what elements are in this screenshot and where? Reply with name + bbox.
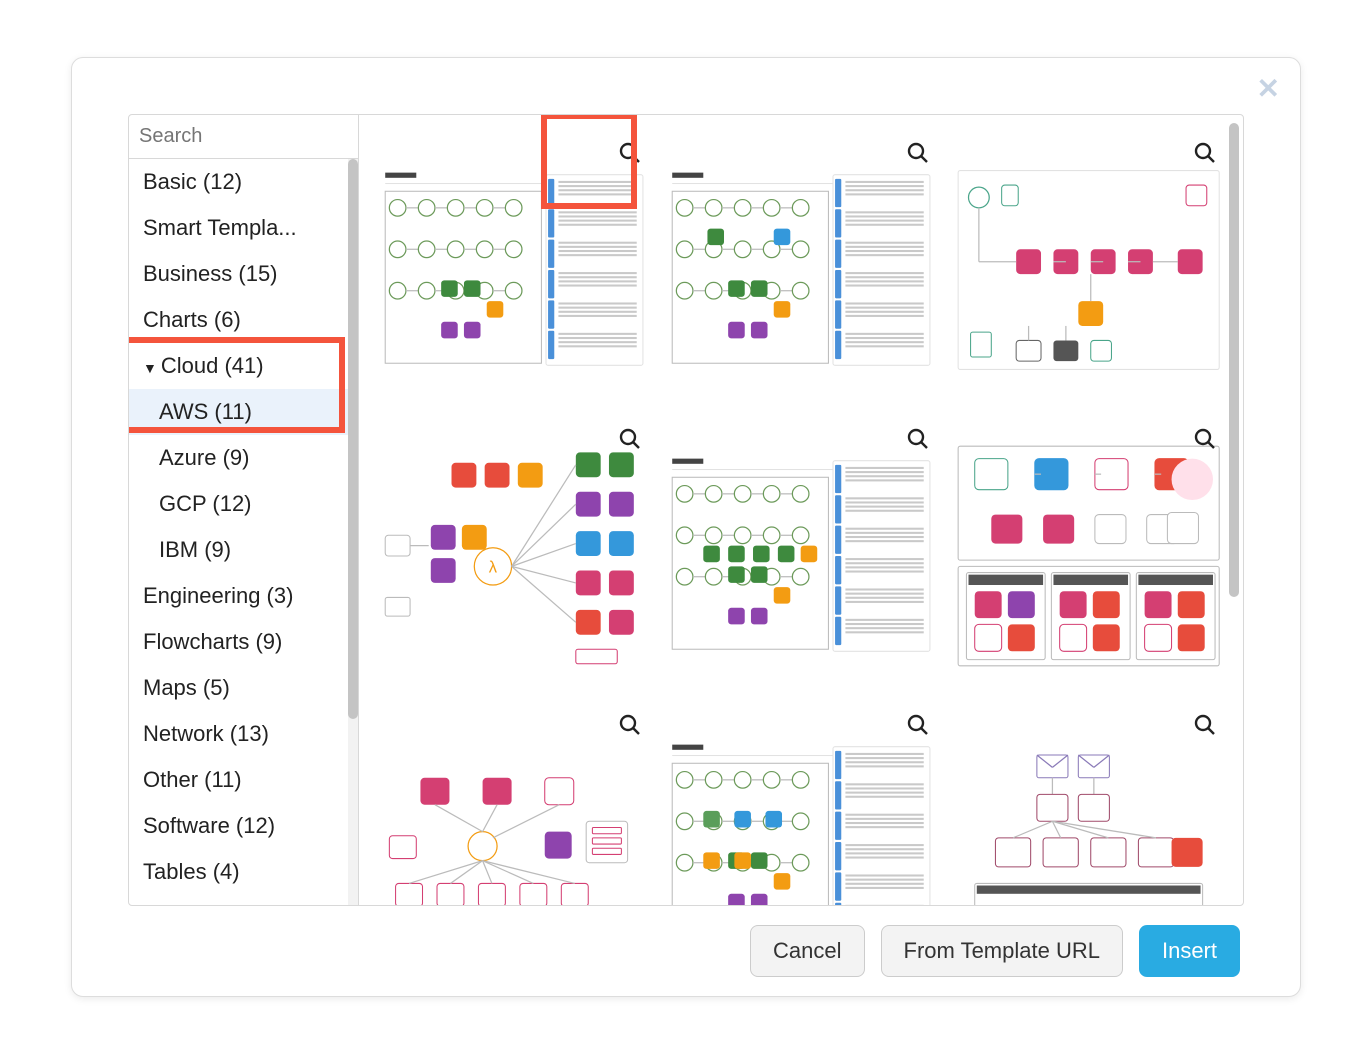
category-item[interactable]: Basic (12) — [129, 159, 348, 205]
category-item[interactable]: Azure (9) — [129, 435, 348, 481]
category-item[interactable]: Other (11) — [129, 757, 348, 803]
category-item[interactable]: Flowcharts (9) — [129, 619, 348, 665]
category-item[interactable]: Network (13) — [129, 711, 348, 757]
category-label: Tables (4) — [143, 859, 240, 884]
zoom-icon[interactable] — [906, 713, 930, 737]
zoom-icon[interactable] — [618, 427, 642, 451]
category-label: Other (11) — [143, 767, 242, 792]
category-item[interactable]: IBM (9) — [129, 527, 348, 573]
template-thumbnail[interactable] — [666, 707, 935, 905]
category-item[interactable]: GCP (12) — [129, 481, 348, 527]
template-picker-dialog: ✕ Basic (12) Smart Templa... Business (15)… — [71, 57, 1301, 997]
dialog-body: Basic (12) Smart Templa... Business (15) Ch… — [128, 114, 1244, 906]
template-thumbnail[interactable] — [379, 135, 648, 405]
category-label: Network (13) — [143, 721, 269, 746]
category-item[interactable]: AWS (11) — [129, 389, 348, 435]
zoom-icon[interactable] — [1193, 427, 1217, 451]
zoom-icon[interactable] — [1193, 141, 1217, 165]
category-label: Azure (9) — [159, 445, 249, 470]
grid-scrollbar-thumb[interactable] — [1229, 123, 1239, 597]
template-thumbnail[interactable]: λ — [379, 421, 648, 691]
category-label: Business (15) — [143, 261, 278, 286]
category-label: Flowcharts (9) — [143, 629, 282, 654]
zoom-icon[interactable] — [906, 141, 930, 165]
category-item[interactable]: Business (15) — [129, 251, 348, 297]
zoom-icon[interactable] — [906, 427, 930, 451]
category-label: IBM (9) — [159, 537, 231, 562]
zoom-icon[interactable] — [618, 141, 642, 165]
template-thumbnail[interactable] — [666, 421, 935, 691]
category-label: Engineering (3) — [143, 583, 293, 608]
zoom-icon[interactable] — [1193, 713, 1217, 737]
category-item[interactable]: Charts (6) — [129, 297, 348, 343]
category-label: GCP (12) — [159, 491, 252, 516]
template-thumbnail[interactable] — [379, 707, 648, 905]
template-thumbnail[interactable] — [954, 135, 1223, 405]
sidebar-scrollbar-thumb[interactable] — [348, 159, 358, 719]
category-label: Smart Templa... — [143, 215, 297, 240]
category-label: AWS (11) — [159, 399, 252, 424]
search-row — [129, 115, 358, 159]
category-label: Charts (6) — [143, 307, 241, 332]
svg-text:λ: λ — [489, 558, 498, 577]
cancel-button[interactable]: Cancel — [750, 925, 864, 977]
category-sidebar: Basic (12) Smart Templa... Business (15) Ch… — [129, 115, 359, 905]
template-thumbnail[interactable] — [954, 421, 1223, 691]
category-label: Maps (5) — [143, 675, 230, 700]
dialog-footer: Cancel From Template URL Insert — [72, 906, 1300, 996]
category-item[interactable]: Maps (5) — [129, 665, 348, 711]
template-thumbnail[interactable] — [954, 707, 1223, 905]
category-label: Software (12) — [143, 813, 275, 838]
caret-down-icon: ▼ — [143, 360, 157, 376]
category-item[interactable]: Tables (4) — [129, 849, 348, 895]
category-label: Cloud (41) — [161, 353, 264, 378]
insert-button[interactable]: Insert — [1139, 925, 1240, 977]
category-label: Basic (12) — [143, 169, 242, 194]
category-list: Basic (12) Smart Templa... Business (15) Ch… — [129, 159, 348, 905]
category-item[interactable]: Software (12) — [129, 803, 348, 849]
category-item[interactable]: Engineering (3) — [129, 573, 348, 619]
from-template-url-button[interactable]: From Template URL — [881, 925, 1123, 977]
template-grid: λ — [359, 115, 1243, 905]
close-icon[interactable]: ✕ — [1257, 72, 1280, 105]
zoom-icon[interactable] — [618, 713, 642, 737]
category-item[interactable]: ▼Cloud (41) — [129, 343, 348, 389]
category-item[interactable]: Smart Templa... — [129, 205, 348, 251]
sidebar-scrollbar-track[interactable] — [348, 159, 358, 905]
template-thumbnail[interactable] — [666, 135, 935, 405]
